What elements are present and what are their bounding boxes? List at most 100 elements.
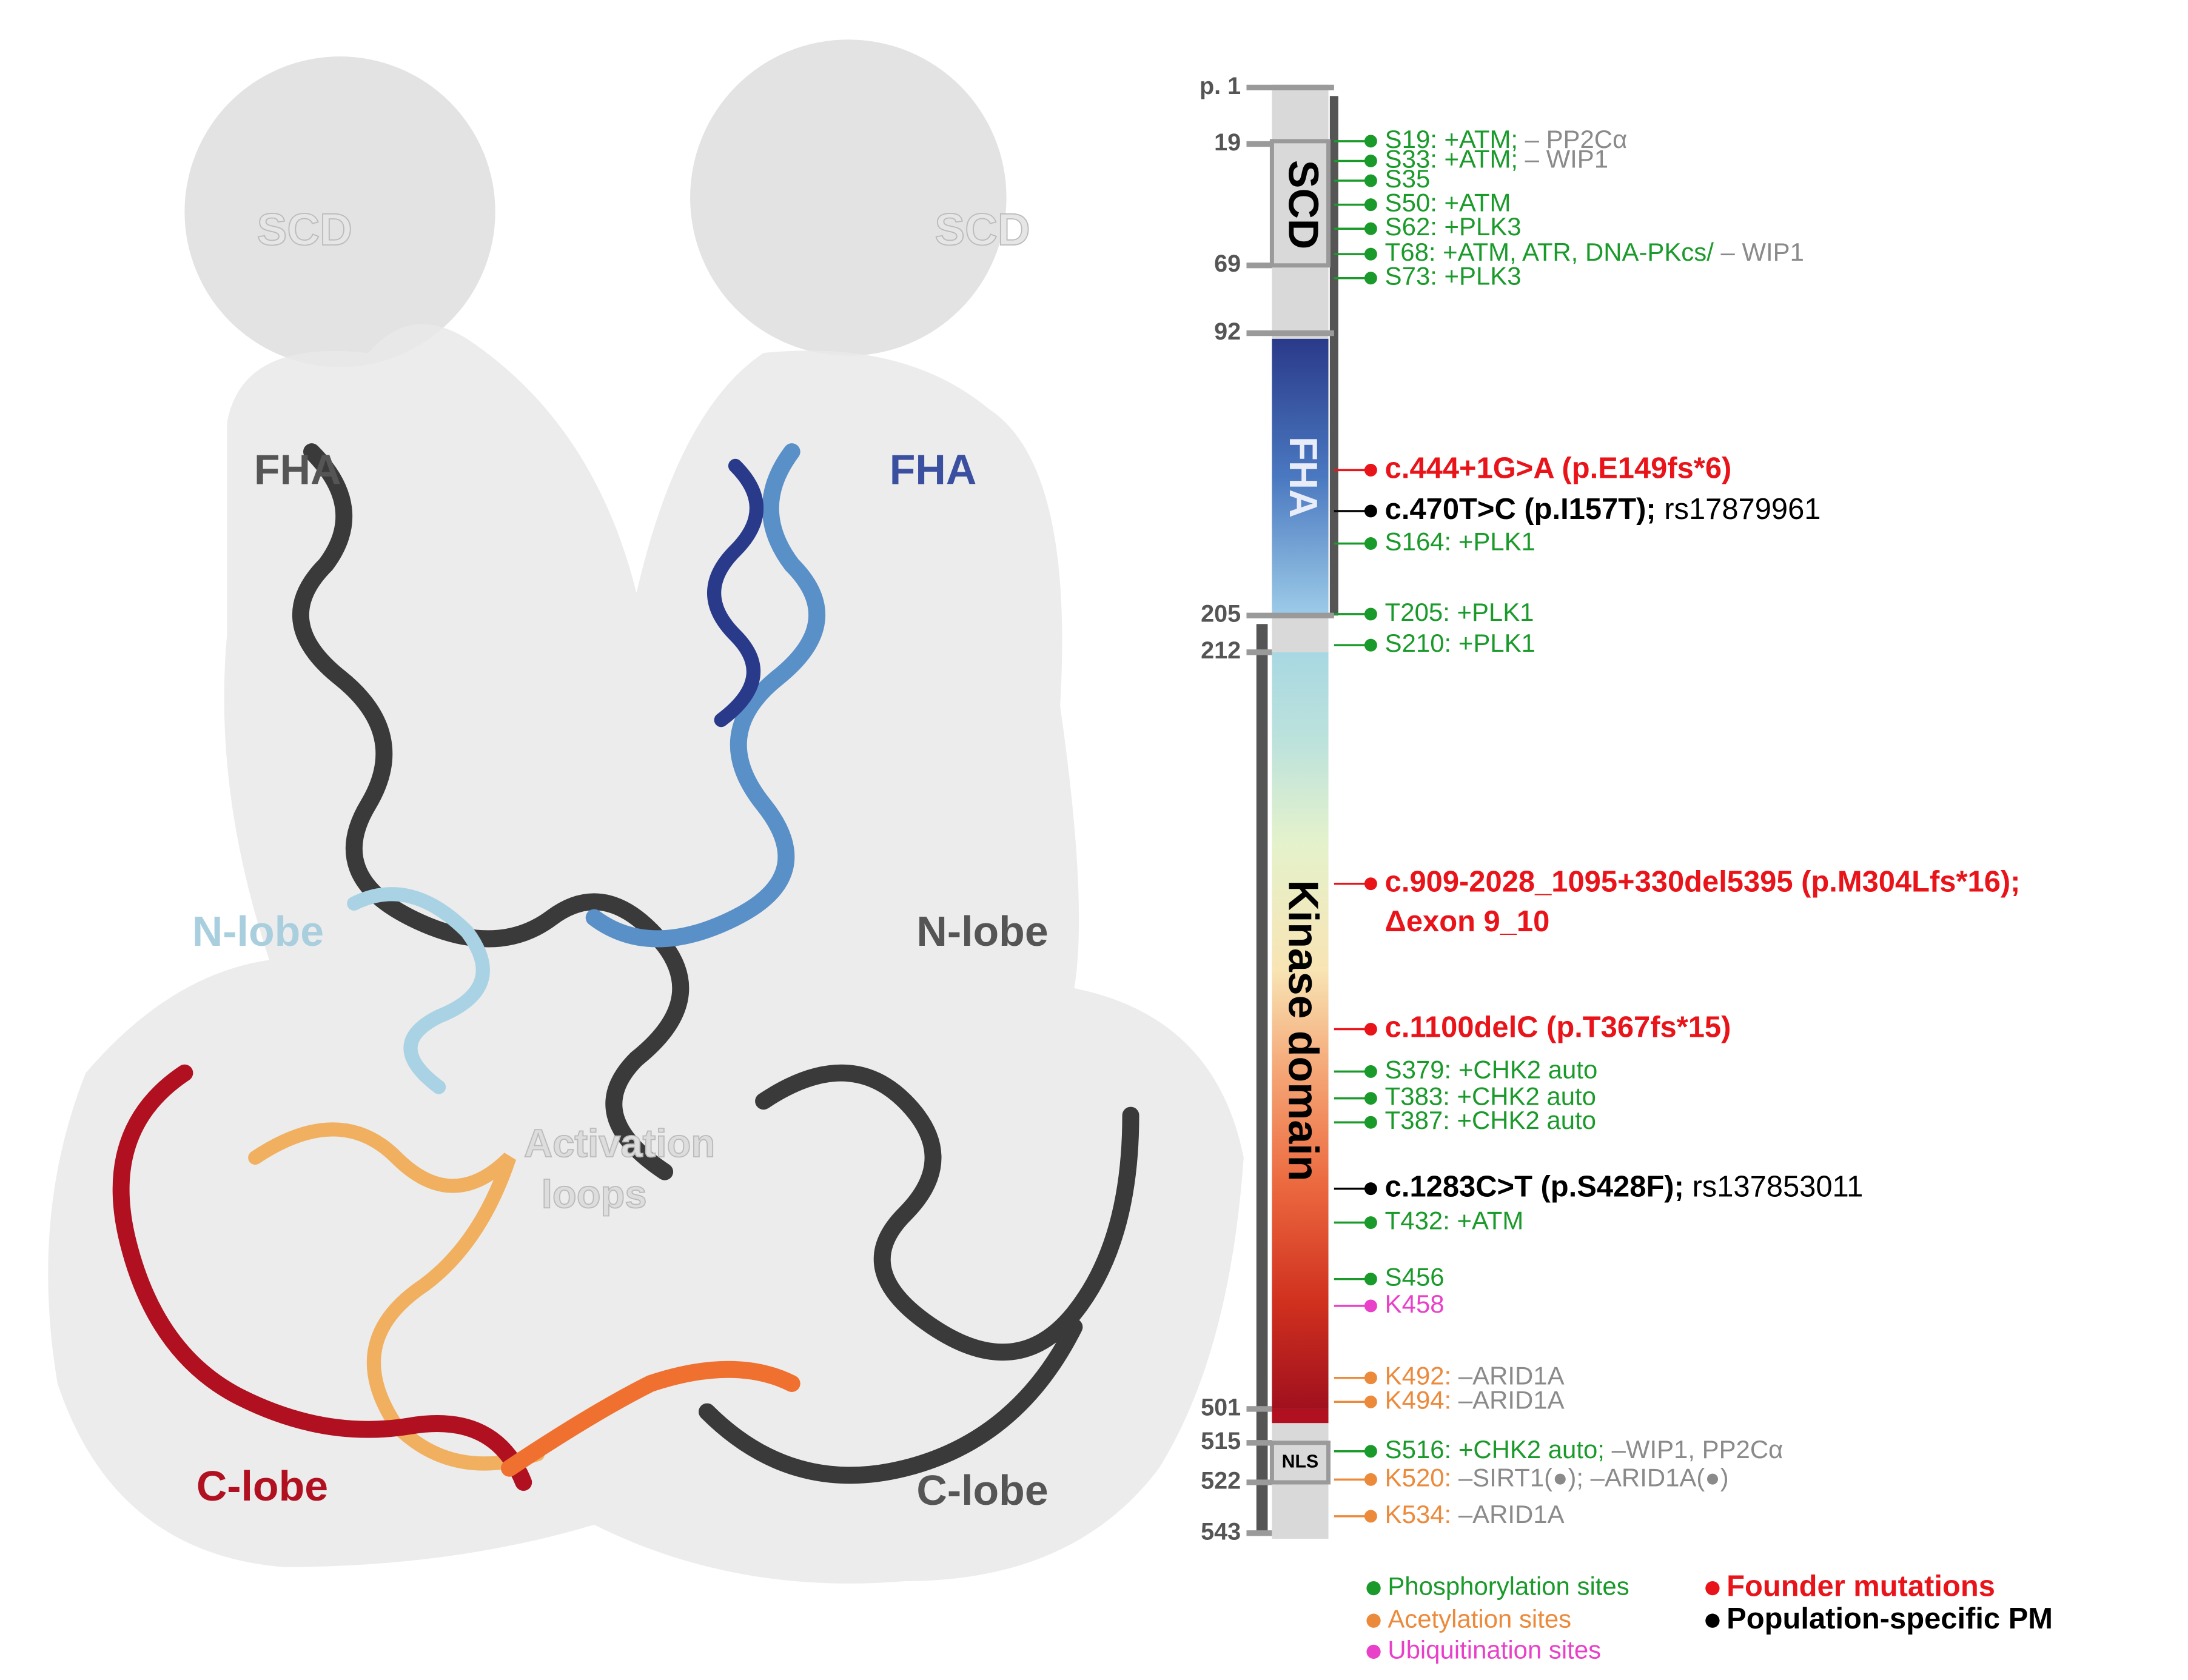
position-label: 69 <box>1214 250 1241 277</box>
site-name: S210: +PLK1 <box>1385 629 1535 657</box>
position-label: p. 1 <box>1200 73 1241 99</box>
site-note: –ARID1A <box>1458 1385 1565 1414</box>
position-label: 543 <box>1201 1518 1241 1545</box>
domain-label: Kinase domain <box>1280 880 1327 1181</box>
site-dot <box>1364 247 1377 261</box>
site-dot <box>1364 1116 1377 1129</box>
site-dot <box>1364 135 1377 148</box>
site-note: – WIP1 <box>1721 238 1804 266</box>
ribbon <box>292 443 690 1180</box>
kinase-end <box>1272 1408 1329 1424</box>
structure-label: C-lobe <box>196 1462 328 1510</box>
site-dot <box>1364 174 1377 187</box>
position-label: 92 <box>1214 318 1241 345</box>
position-label: 212 <box>1201 637 1241 664</box>
site-dot <box>1364 1182 1377 1196</box>
ribbon <box>112 1064 532 1491</box>
site-name: S35 <box>1385 164 1431 193</box>
site-name: S62: +PLK3 <box>1385 212 1522 241</box>
site-name: S516: +CHK2 auto; <box>1385 1435 1605 1464</box>
site-note: –SIRT1(●); –ARID1A(●) <box>1458 1463 1729 1491</box>
site-name: T68: +ATM, ATR, DNA-PKcs/ <box>1385 238 1714 266</box>
site-note: – WIP1 <box>1525 145 1608 173</box>
ribbon <box>248 1122 545 1471</box>
site-label: K458 <box>1385 1290 1445 1318</box>
site-name: K534: <box>1385 1500 1452 1528</box>
site-note: –WIP1, PP2Cα <box>1612 1435 1784 1464</box>
site-name: S19: +ATM; <box>1385 125 1518 153</box>
legend-dot <box>1366 1644 1381 1659</box>
site-name: S33: +ATM; <box>1385 145 1518 173</box>
legend-dot <box>1705 1613 1720 1628</box>
site-dot <box>1364 1216 1377 1230</box>
ribbon <box>707 458 764 728</box>
structure-label: N-lobe <box>916 908 1048 955</box>
site-name: c.1283C>T (p.S428F); <box>1385 1171 1684 1203</box>
structure-label: FHA <box>890 446 977 494</box>
site-label: T432: +ATM <box>1385 1206 1524 1235</box>
ribbon <box>501 1360 800 1477</box>
site-dot <box>1364 198 1377 212</box>
site-note: rs137853011 <box>1692 1171 1863 1203</box>
site-dot <box>1364 222 1377 235</box>
site-dot <box>1364 504 1377 518</box>
site-name: K458 <box>1385 1290 1445 1318</box>
site-dot <box>1364 877 1377 891</box>
position-label: 501 <box>1201 1394 1241 1421</box>
site-name: K520: <box>1385 1463 1452 1491</box>
domain-bar <box>1256 84 1338 1539</box>
site-name: S50: +ATM <box>1385 189 1511 217</box>
site-label: S50: +ATM <box>1385 189 1511 217</box>
site-label: c.470T>C (p.I157T); rs17879961 <box>1385 493 1821 526</box>
structure-label: SCD <box>257 204 352 255</box>
site-label: c.909-2028_1095+330del5395 (p.M304Lfs*16… <box>1385 866 2021 899</box>
site-label: c.444+1G>A (p.E149fs*6) <box>1385 452 1732 484</box>
site-name: S379: +CHK2 auto <box>1385 1055 1598 1083</box>
site-dot <box>1364 537 1377 550</box>
scd-box <box>1269 139 1331 268</box>
site-name: K492: <box>1385 1362 1452 1390</box>
site-dot <box>1364 1299 1377 1313</box>
site-label: T383: +CHK2 auto <box>1385 1082 1596 1111</box>
legend-label: Phosphorylation sites <box>1388 1572 1629 1601</box>
site-note: –ARID1A <box>1458 1362 1565 1390</box>
site-label: K494: –ARID1A <box>1385 1385 1565 1414</box>
protein-structure <box>48 39 1244 1584</box>
site-label: c.1100delC (p.T367fs*15) <box>1385 1011 1731 1043</box>
site-dot <box>1364 1092 1377 1105</box>
site-label: S456 <box>1385 1263 1445 1291</box>
site-name: c.444+1G>A (p.E149fs*6) <box>1385 452 1732 484</box>
site-dot <box>1364 1371 1377 1385</box>
position-label: 19 <box>1214 129 1241 156</box>
site-dot <box>1364 154 1377 167</box>
site-label: S19: +ATM; – PP2Cα <box>1385 125 1628 153</box>
domain-label: SCD <box>1280 160 1327 249</box>
site-name: T383: +CHK2 auto <box>1385 1082 1596 1111</box>
legend-label: Acetylation sites <box>1388 1604 1571 1633</box>
structure-label: SCD <box>935 204 1030 255</box>
site-label: S516: +CHK2 auto; –WIP1, PP2Cα <box>1385 1435 1784 1464</box>
site-name: S73: +PLK3 <box>1385 262 1522 290</box>
site-dot <box>1364 1065 1377 1078</box>
site-dot <box>1364 1023 1377 1036</box>
domain-label: NLS <box>1282 1451 1319 1471</box>
site-name: T432: +ATM <box>1385 1206 1524 1235</box>
site-label: S33: +ATM; – WIP1 <box>1385 145 1608 173</box>
site-name: c.1100delC (p.T367fs*15) <box>1385 1011 1731 1043</box>
site-label: K534: –ARID1A <box>1385 1500 1565 1528</box>
site-dot <box>1364 1395 1377 1408</box>
site-label: K492: –ARID1A <box>1385 1362 1565 1390</box>
site-note: – PP2Cα <box>1525 125 1628 153</box>
site-name: K494: <box>1385 1385 1452 1414</box>
position-label: 205 <box>1201 601 1241 627</box>
site-label: S164: +PLK1 <box>1385 527 1535 556</box>
site-label-line2: Δexon 9_10 <box>1385 905 1550 938</box>
ribbon <box>347 887 490 1094</box>
structure-label: FHA <box>254 446 341 494</box>
site-label: S62: +PLK3 <box>1385 212 1522 241</box>
ribbon <box>699 1064 1139 1484</box>
site-name: c.909-2028_1095+330del5395 (p.M304Lfs*16… <box>1385 866 2021 899</box>
site-note: –ARID1A <box>1458 1500 1565 1528</box>
nls-box <box>1269 1441 1331 1485</box>
